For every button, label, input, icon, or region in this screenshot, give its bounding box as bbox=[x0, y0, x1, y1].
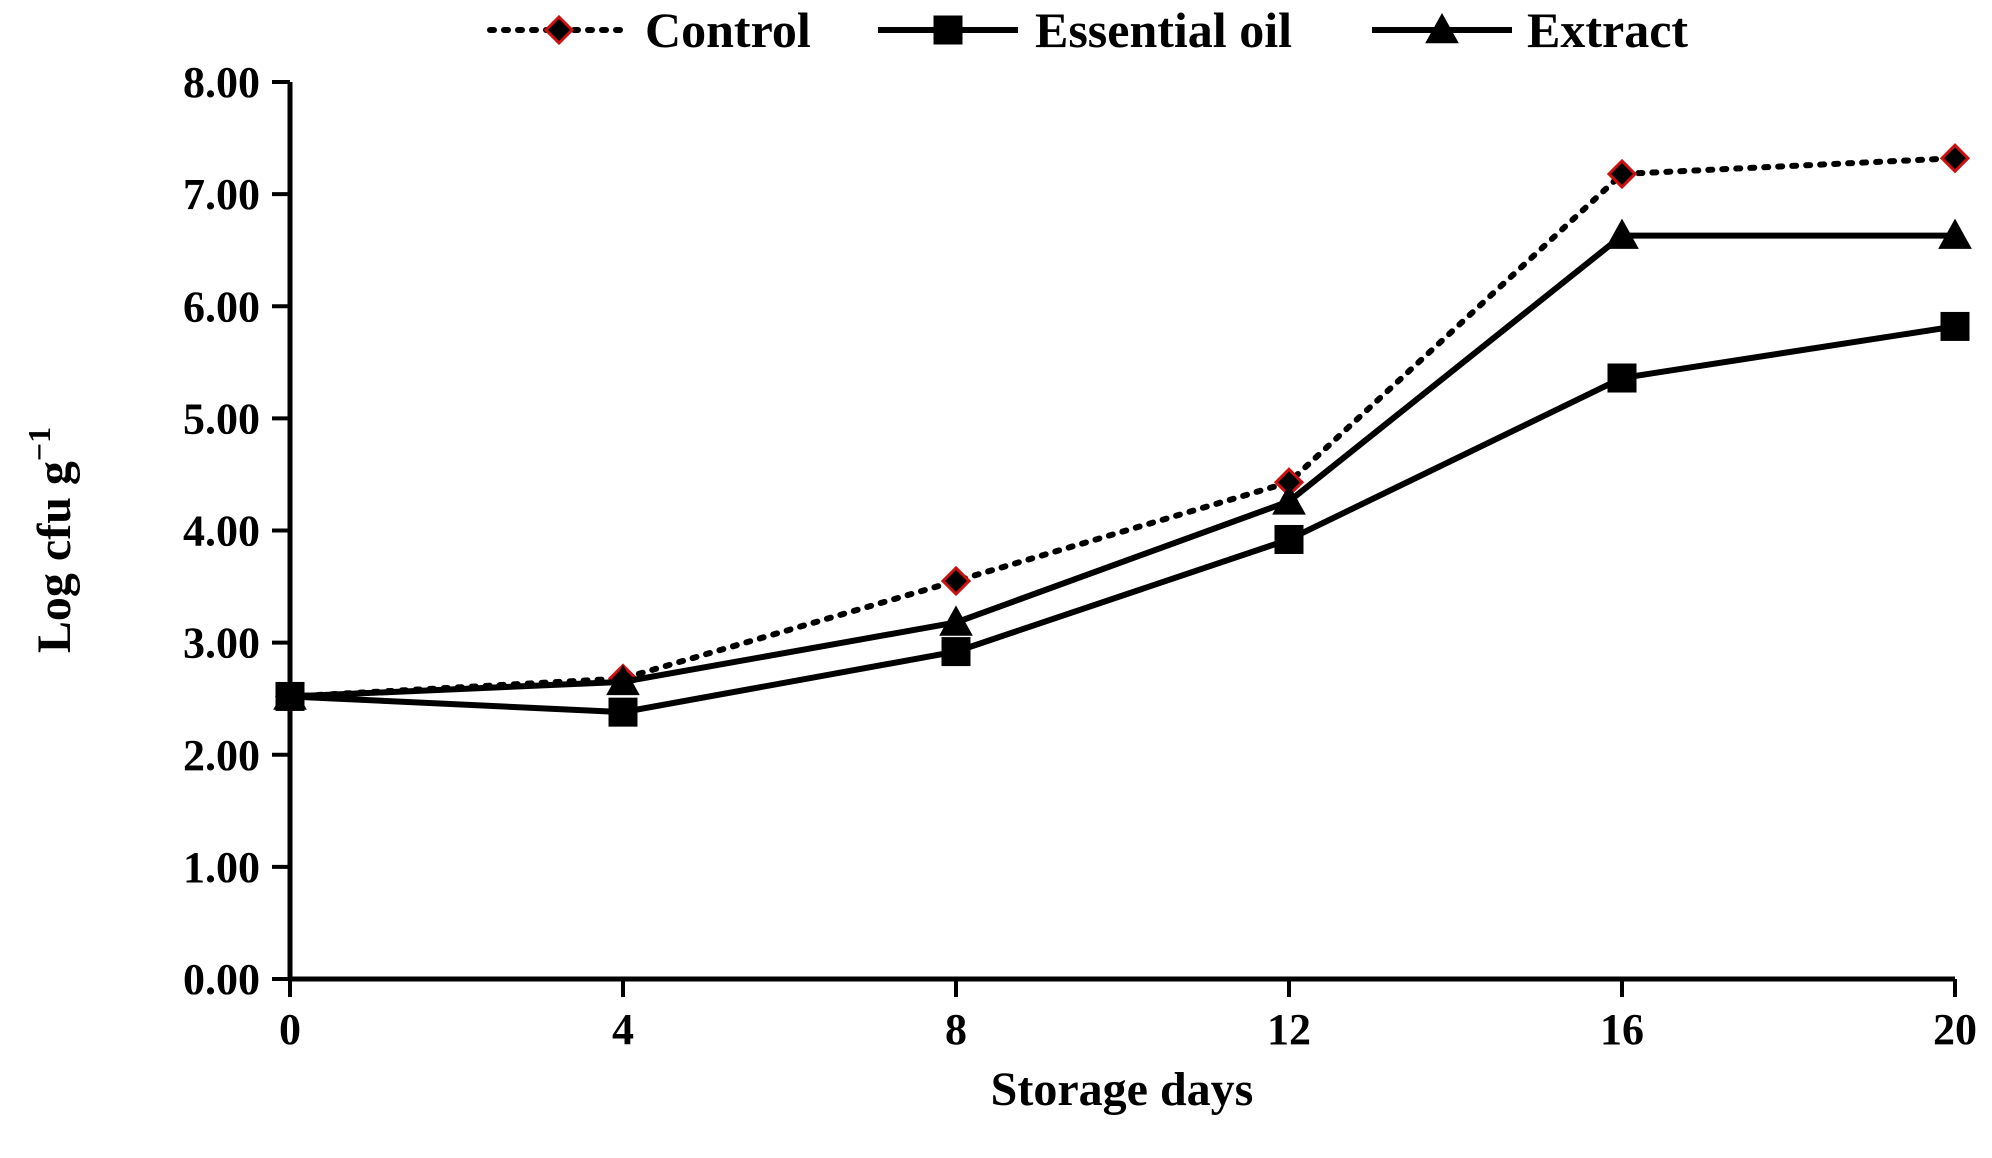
legend-label-control: Control bbox=[645, 2, 811, 58]
x-axis-title: Storage days bbox=[991, 1063, 1254, 1116]
data-point-extract bbox=[273, 679, 307, 710]
y-axis-title-main: Log cfu g bbox=[28, 461, 81, 653]
data-point-essential-oil bbox=[1607, 363, 1637, 393]
data-point-extract bbox=[939, 605, 973, 636]
legend-item-control: Control bbox=[487, 2, 811, 58]
data-point-extract bbox=[606, 664, 640, 696]
legend-marker-essential-oil bbox=[933, 15, 963, 45]
y-tick-label: 0.00 bbox=[183, 955, 260, 1004]
y-tick-label: 6.00 bbox=[183, 282, 260, 331]
x-tick-label: 8 bbox=[945, 1005, 967, 1054]
y-axis-title-sup: −1 bbox=[21, 427, 57, 461]
data-point-essential-oil bbox=[608, 697, 638, 727]
legend-item-essential-oil: Essential oil bbox=[878, 2, 1292, 58]
x-tick-label: 16 bbox=[1600, 1005, 1644, 1054]
x-tick-label: 12 bbox=[1267, 1005, 1311, 1054]
data-point-extract bbox=[1605, 218, 1639, 249]
series-layer bbox=[273, 143, 1972, 727]
x-tick-label: 4 bbox=[612, 1005, 634, 1054]
legend: Control Essential oil Extract bbox=[487, 2, 1688, 58]
data-point-extract bbox=[1272, 484, 1306, 515]
series-extract bbox=[273, 218, 1972, 710]
y-tick-label: 2.00 bbox=[183, 731, 260, 780]
legend-item-extract: Extract bbox=[1372, 2, 1688, 58]
data-point-essential-oil bbox=[1940, 311, 1970, 341]
legend-marker-control bbox=[543, 14, 575, 46]
axes: 0.00 1.00 2.00 3.00 4.00 5.00 6.00 7.00 8.00 0 4 8 1… bbox=[183, 58, 1977, 1054]
data-point-essential-oil bbox=[1274, 524, 1304, 554]
data-point-control bbox=[1606, 158, 1638, 190]
x-tick-label: 20 bbox=[1933, 1005, 1977, 1054]
data-point-control bbox=[940, 565, 972, 597]
y-tick-label: 8.00 bbox=[183, 58, 260, 107]
y-tick-label: 5.00 bbox=[183, 394, 260, 443]
series-control bbox=[274, 143, 1971, 712]
series-line-control bbox=[287, 155, 1958, 700]
y-tick-label: 1.00 bbox=[183, 843, 260, 892]
y-tick-label: 3.00 bbox=[183, 619, 260, 668]
x-tick-label: 0 bbox=[279, 1005, 301, 1054]
series-line-extract bbox=[289, 232, 1955, 700]
data-point-essential-oil bbox=[941, 637, 971, 667]
y-axis-title: Log cfu g−1 bbox=[21, 427, 81, 653]
y-tick-label: 7.00 bbox=[183, 170, 260, 219]
series-line-essential-oil bbox=[289, 323, 1956, 716]
y-tick-label: 4.00 bbox=[183, 507, 260, 556]
data-point-extract bbox=[1938, 218, 1972, 249]
legend-marker-extract bbox=[1425, 12, 1459, 44]
series-essential-oil bbox=[275, 311, 1970, 727]
legend-label-extract: Extract bbox=[1527, 2, 1688, 58]
legend-label-essential-oil: Essential oil bbox=[1035, 2, 1292, 58]
data-point-control bbox=[1939, 143, 1971, 174]
